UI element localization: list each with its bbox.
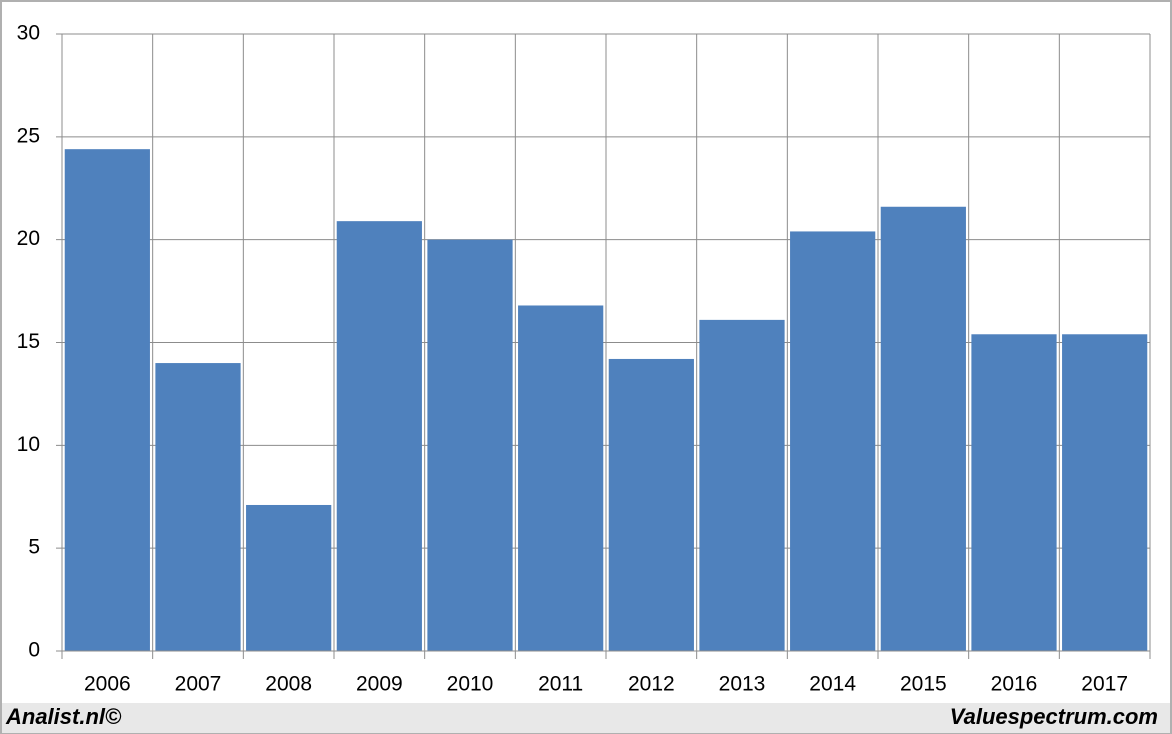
y-tick-label: 0: [28, 639, 40, 662]
bar: [699, 319, 785, 651]
bar: [1062, 334, 1148, 651]
x-tick-label: 2016: [991, 673, 1038, 696]
x-tick-label: 2008: [265, 673, 312, 696]
y-tick-label: 5: [28, 536, 40, 559]
y-tick-label: 30: [17, 22, 40, 45]
y-tick-label: 20: [17, 227, 40, 250]
x-tick-label: 2013: [719, 673, 766, 696]
bar: [608, 358, 694, 651]
y-tick-label: 15: [17, 330, 40, 353]
x-tick-label: 2010: [447, 673, 494, 696]
x-tick-label: 2017: [1081, 673, 1128, 696]
bar: [790, 231, 876, 651]
x-tick-label: 2009: [356, 673, 403, 696]
bar: [971, 334, 1057, 651]
footer-left: Analist.nl©: [5, 704, 122, 729]
bar: [880, 206, 966, 651]
footer-band: [2, 703, 1170, 733]
y-tick-label: 25: [17, 124, 40, 147]
bar: [518, 305, 604, 651]
x-tick-label: 2012: [628, 673, 675, 696]
x-tick-label: 2011: [538, 673, 583, 696]
bar: [64, 149, 150, 651]
footer-right: Valuespectrum.com: [950, 704, 1158, 729]
bar: [155, 363, 241, 651]
x-tick-label: 2014: [809, 673, 856, 696]
y-tick-label: 10: [17, 433, 40, 456]
x-tick-label: 2015: [900, 673, 947, 696]
bar: [246, 504, 332, 651]
bar: [336, 221, 422, 651]
x-tick-label: 2006: [84, 673, 131, 696]
bar: [427, 239, 513, 651]
x-tick-label: 2007: [175, 673, 222, 696]
